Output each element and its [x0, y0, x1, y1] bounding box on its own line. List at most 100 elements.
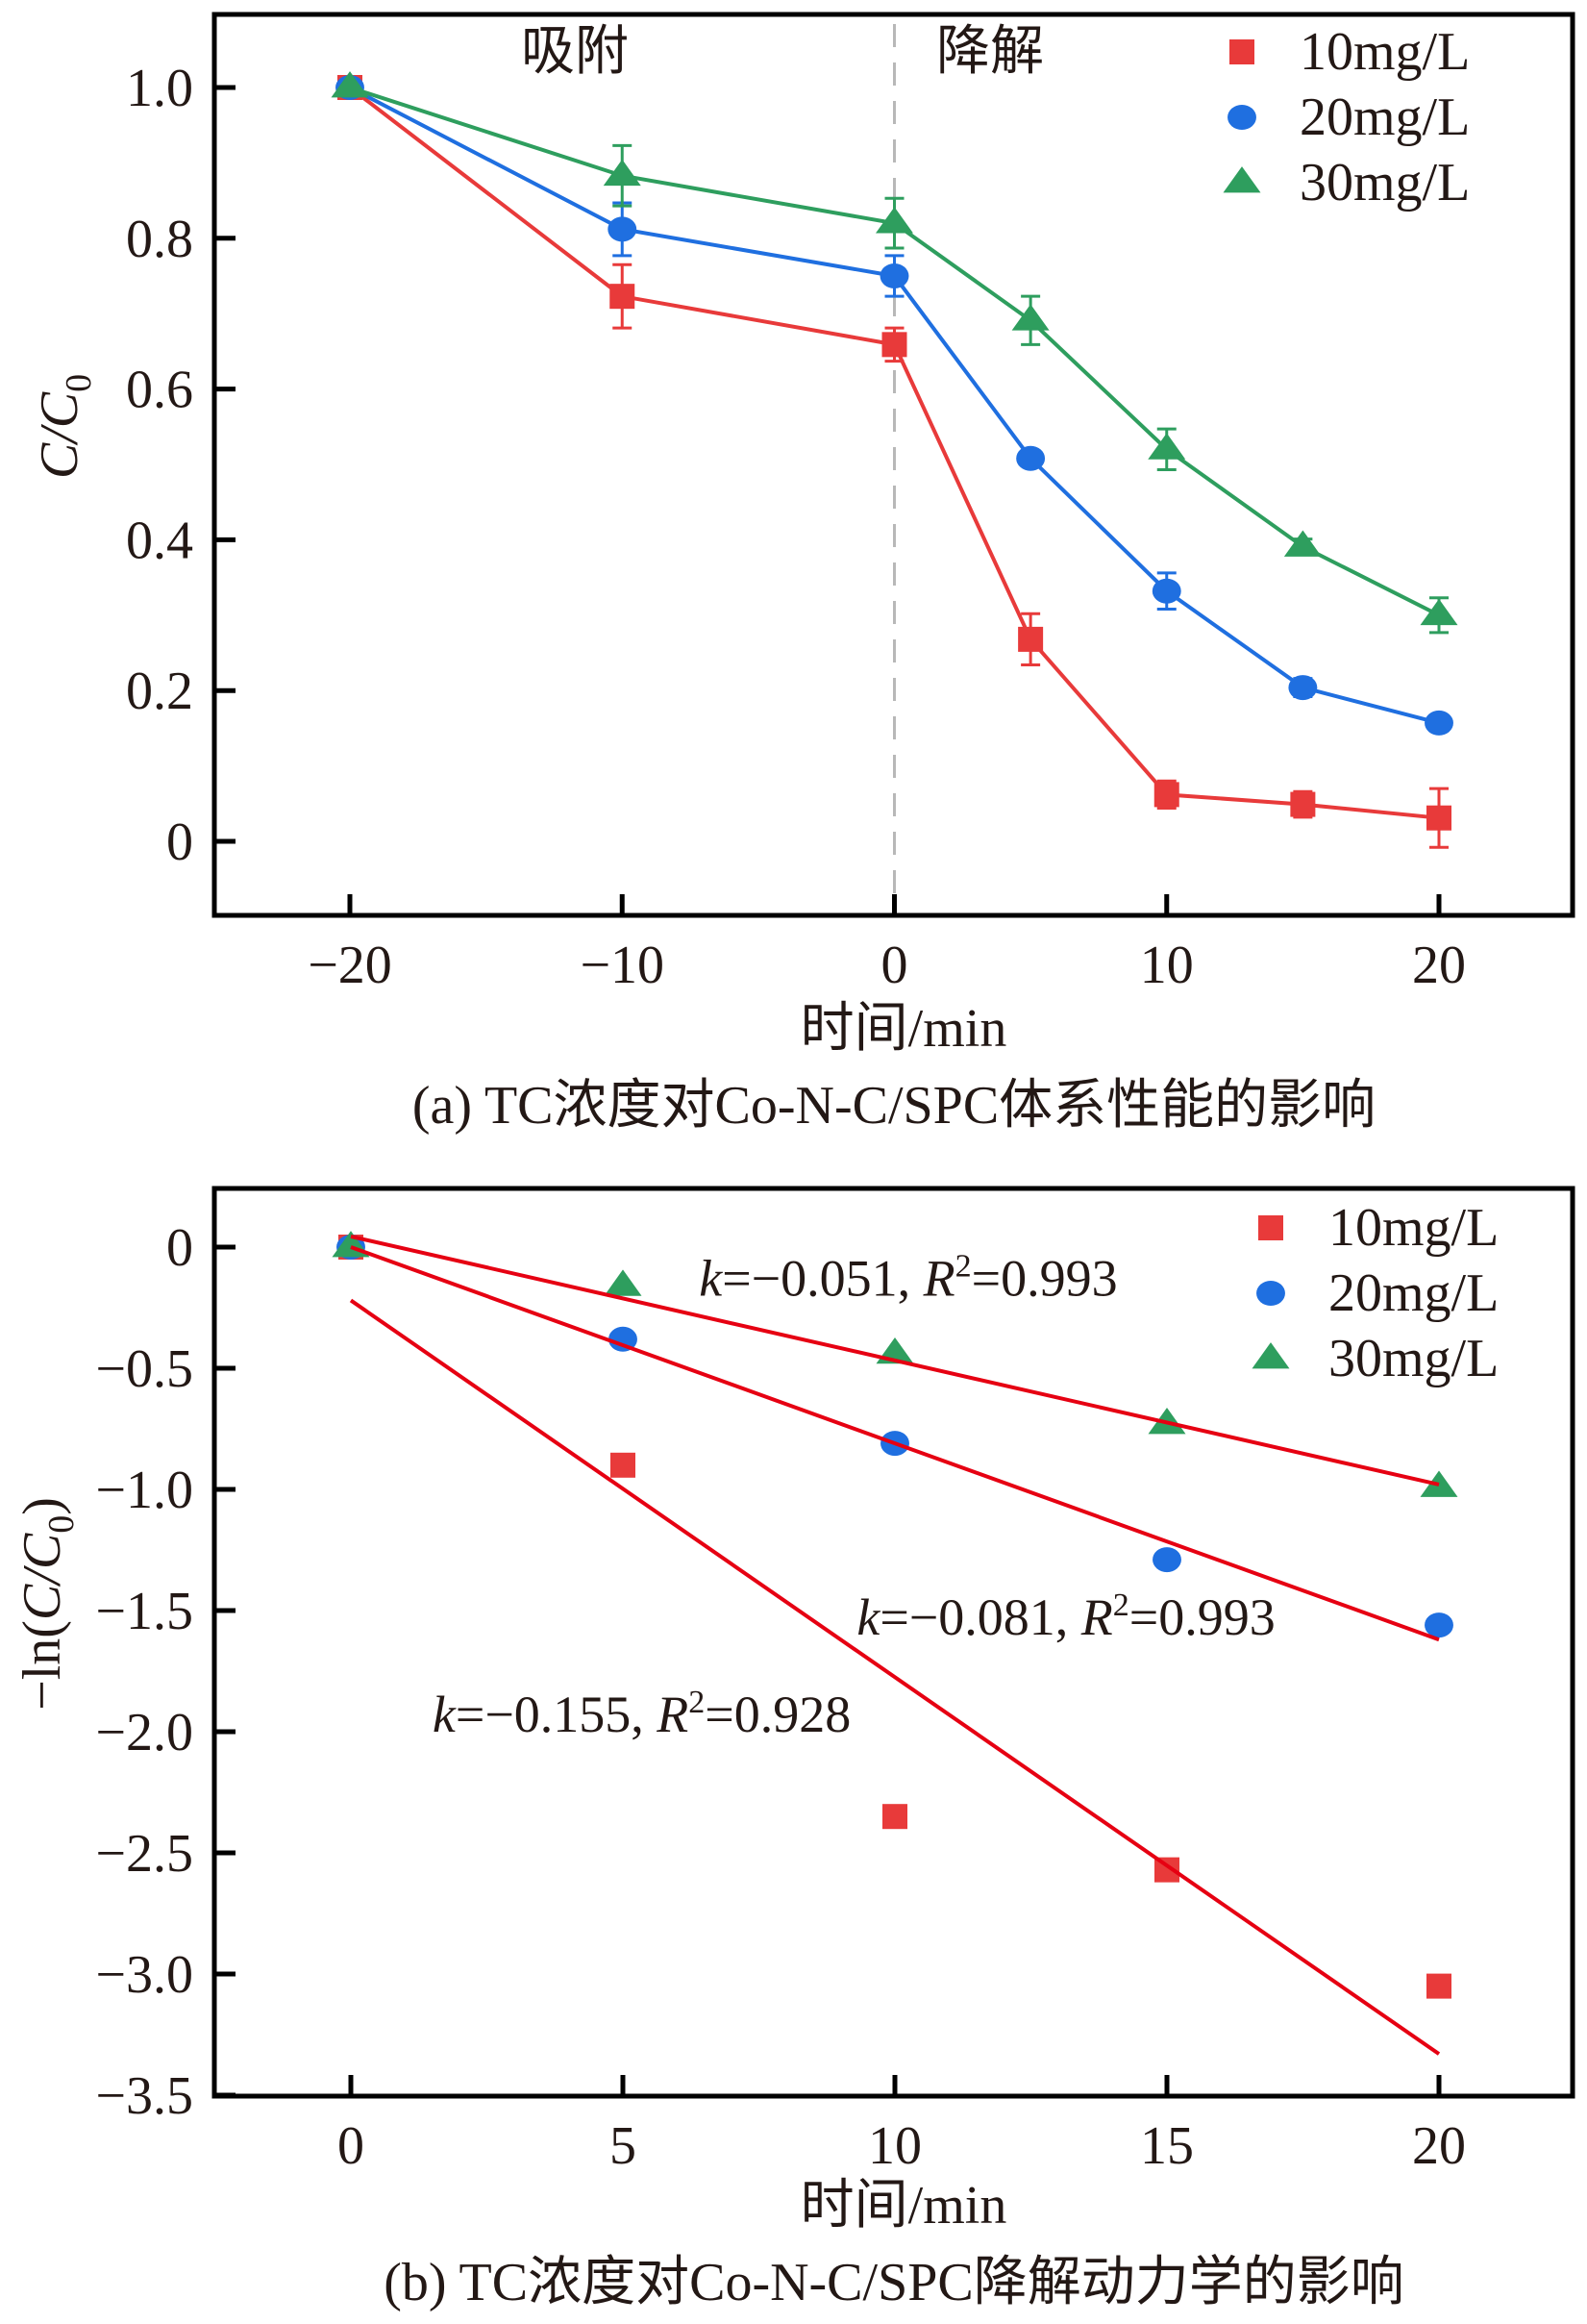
panel-b: 0−0.5−1.0−1.5−2.0−2.5−3.0−3.50 5 10 15 20 k=…	[12, 1186, 1575, 2312]
y-axis-title-suffix: )	[12, 1497, 72, 1515]
data-point	[1018, 626, 1044, 652]
legend-marker-square	[1229, 39, 1254, 64]
a-y-tick-label: 0.4	[126, 511, 193, 570]
r2-value: =0.993	[1129, 1588, 1276, 1646]
panel-a-marks	[331, 71, 1458, 849]
fit-annotation: k=−0.155, R2=0.928	[433, 1685, 851, 1743]
panel-b-y-axis-title: −ln(C/C0)	[12, 1497, 82, 1711]
r-superscript: 2	[1113, 1587, 1129, 1623]
a-y-tick-label: 0.6	[126, 361, 193, 420]
a-x-tick-label: −10	[580, 936, 664, 995]
legend-label: 10mg/L	[1300, 22, 1470, 82]
r2-value: =0.928	[705, 1686, 851, 1743]
legend-item: 30mg/L	[1252, 1329, 1499, 1388]
b-x-tick-label: 20	[1412, 2116, 1466, 2176]
k-symbol: k	[433, 1686, 457, 1743]
data-point	[881, 332, 907, 358]
b-y-tick-label: −2.0	[95, 1703, 193, 1762]
data-point	[1153, 782, 1179, 808]
y-axis-title-prefix: −ln(	[12, 1620, 72, 1711]
data-point	[331, 71, 369, 98]
k-symbol: k	[856, 1588, 880, 1646]
data-point	[1016, 445, 1046, 471]
r-symbol: R	[1080, 1588, 1113, 1646]
adsorption-phase-label: 吸附	[521, 22, 629, 82]
legend-item: 30mg/L	[1223, 153, 1470, 212]
b-x-tick-label: 15	[1140, 2116, 1194, 2176]
data-point	[603, 159, 641, 187]
y-axis-title-subscript: 0	[59, 374, 99, 392]
legend-item: 20mg/L	[1227, 87, 1470, 147]
legend-label: 10mg/L	[1328, 1198, 1499, 1258]
data-point	[609, 284, 635, 310]
data-point	[1425, 1612, 1453, 1638]
degradation-phase-label: 降解	[936, 22, 1044, 82]
data-point	[604, 1269, 642, 1296]
data-point	[1288, 675, 1318, 701]
b-x-tick-label: 10	[868, 2116, 922, 2176]
legend-marker-triangle	[1223, 166, 1261, 193]
data-point	[1153, 1547, 1181, 1573]
b-y-tick-label: −1.0	[95, 1461, 193, 1520]
a-x-tick-label: −20	[308, 936, 392, 995]
k-value: =−0.081,	[880, 1588, 1080, 1646]
b-y-tick-label: 0	[166, 1218, 193, 1278]
k-symbol: k	[699, 1249, 723, 1307]
k-value: =−0.155,	[456, 1686, 657, 1743]
series-30mg/L	[331, 71, 1458, 635]
fit-line	[349, 1298, 1441, 2056]
b-y-tick-label: −2.5	[95, 1824, 193, 1884]
legend-marker-square	[1258, 1215, 1283, 1240]
legend-label: 20mg/L	[1300, 87, 1470, 147]
legend-label: 30mg/L	[1300, 153, 1470, 212]
r-superscript: 2	[955, 1248, 972, 1284]
data-point	[1420, 598, 1458, 626]
a-y-tick-label: 0.2	[126, 662, 193, 721]
panel-a-axes: 0 0.2 0.4 0.6 0.8 1.0 −20 −10 0 10 20	[126, 59, 1466, 995]
data-point	[608, 1326, 637, 1352]
legend-label: 30mg/L	[1328, 1329, 1499, 1388]
data-point	[882, 1804, 907, 1830]
panel-b-caption: (b) TC浓度对Co-N-C/SPC降解动力学的影响	[384, 2253, 1403, 2312]
fit-line	[350, 1234, 1440, 1487]
fit-annotation: k=−0.051, R2=0.993	[699, 1248, 1117, 1307]
a-y-tick-label: 1.0	[126, 59, 193, 118]
b-y-tick-label: −3.0	[95, 1945, 193, 2005]
legend-item: 10mg/L	[1229, 22, 1470, 82]
fit-line	[350, 1245, 1440, 1642]
legend-item: 10mg/L	[1258, 1198, 1499, 1258]
panel-b-axes: 0 −0.5 −1.0 −1.5 −2.0 −2.5 −3.0 −3.5 0 5 10 15 20	[95, 1218, 1466, 2176]
panel-a: 0 0.2 0.4 0.6 0.8 1.0 −20 −10 0 10 20 吸附 降解 10mg/L…	[30, 12, 1575, 1136]
a-x-tick-label: 10	[1140, 936, 1194, 995]
data-point	[610, 1452, 635, 1478]
legend-item: 20mg/L	[1256, 1263, 1499, 1323]
data-point	[1148, 433, 1186, 460]
r-superscript: 2	[688, 1685, 705, 1720]
data-point	[608, 216, 637, 242]
data-point	[1290, 791, 1316, 817]
legend-marker-circle	[1227, 105, 1256, 130]
b-x-tick-label: 0	[337, 2116, 364, 2176]
panel-a-caption: (a) TC浓度对Co-N-C/SPC体系性能的影响	[412, 1076, 1376, 1136]
r2-value: =0.993	[972, 1249, 1118, 1307]
a-x-tick-label: 20	[1412, 936, 1466, 995]
b-y-tick-label: −3.5	[95, 2066, 193, 2126]
b-x-tick-label: 5	[609, 2116, 636, 2176]
panel-a-y-axis-title: C/C0	[30, 374, 99, 479]
r-symbol: R	[923, 1249, 955, 1307]
legend-marker-circle	[1256, 1281, 1285, 1306]
b-y-tick-label: −1.5	[95, 1582, 193, 1641]
panel-a-x-axis-title: 时间/min	[801, 999, 1007, 1059]
a-y-tick-label: 0.8	[126, 210, 193, 269]
data-point	[1011, 304, 1050, 331]
series-10mg/L	[337, 75, 1451, 849]
k-value: =−0.051,	[722, 1249, 923, 1307]
y-axis-title-main: C/C	[12, 1533, 72, 1620]
y-axis-title-subscript: 0	[41, 1515, 82, 1534]
data-point	[1152, 578, 1181, 604]
panel-b-marks	[332, 1231, 1458, 2056]
series-20mg/L	[335, 75, 1453, 736]
b-y-tick-label: −0.5	[95, 1339, 193, 1399]
a-x-tick-label: 0	[881, 936, 908, 995]
y-axis-title-main: C/C	[30, 391, 89, 479]
